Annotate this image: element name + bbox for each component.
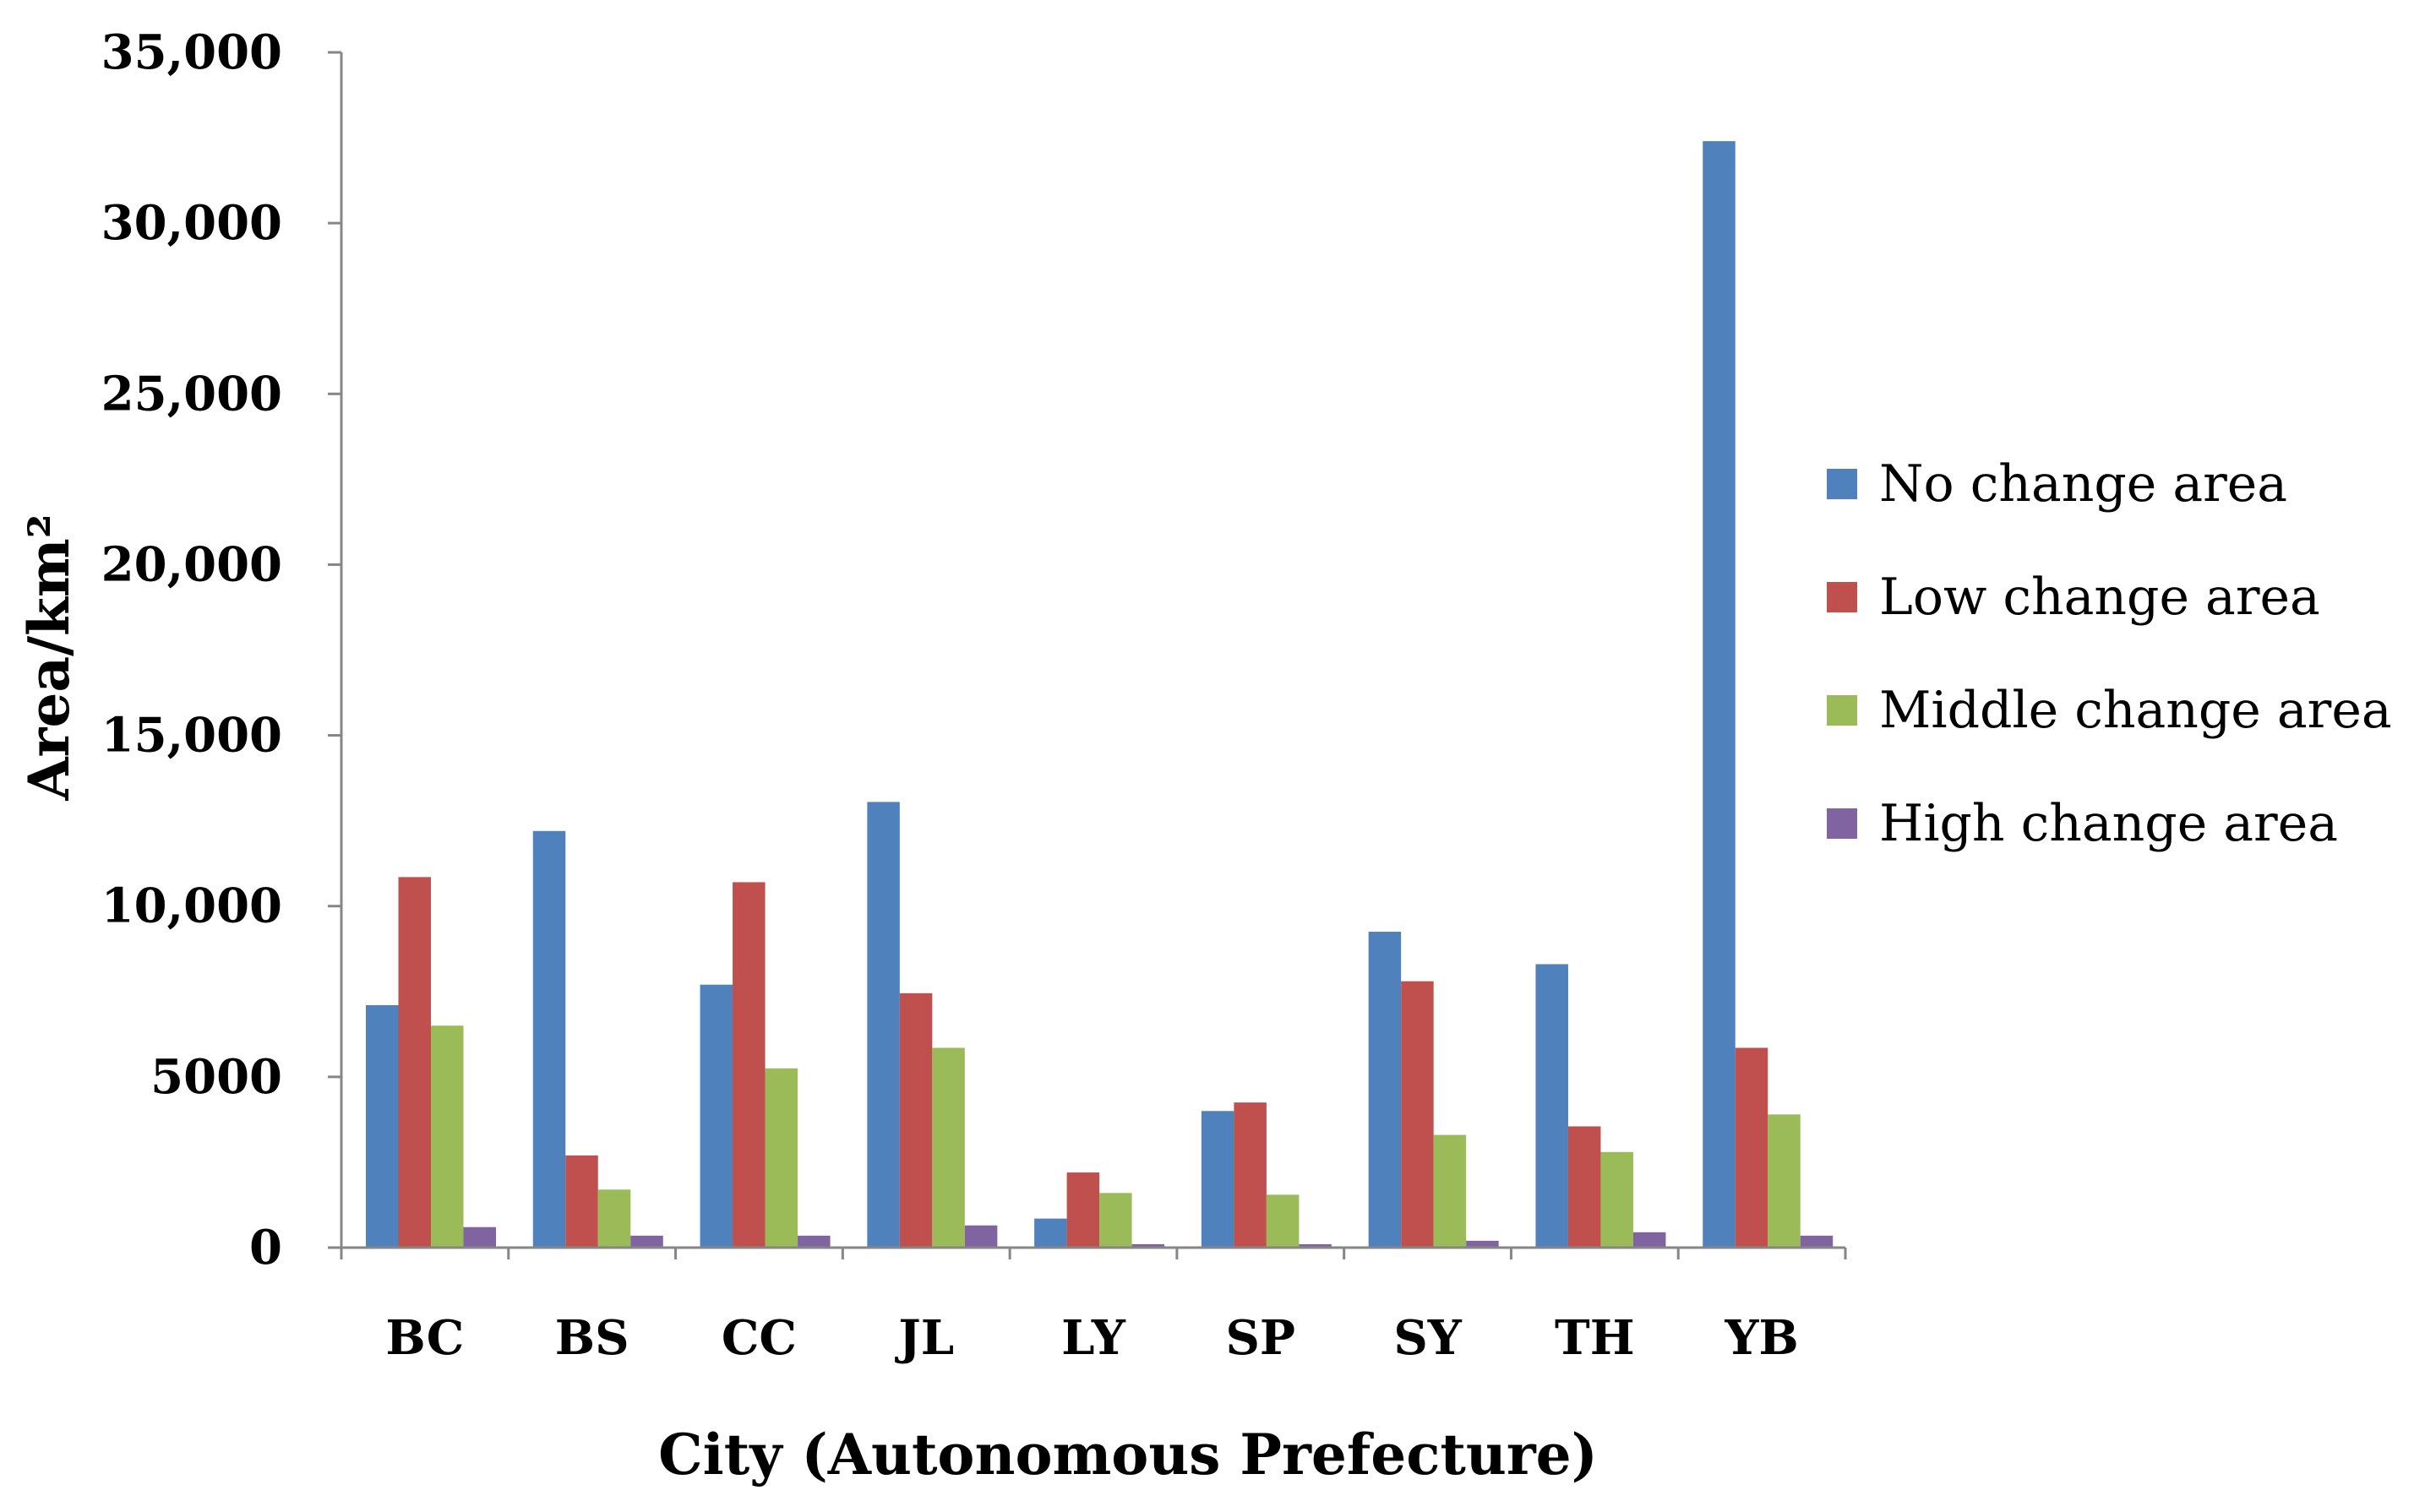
- x-axis-title: City (Autonomous Prefecture): [658, 1422, 1598, 1488]
- legend-swatch: [1827, 808, 1857, 839]
- bar: [932, 1047, 965, 1248]
- x-tick-label: TH: [1555, 1310, 1635, 1366]
- bar: [1433, 1134, 1467, 1248]
- bar: [1034, 1218, 1067, 1248]
- bar: [597, 1189, 631, 1248]
- bar: [1401, 981, 1434, 1248]
- legend-label: Low change area: [1879, 568, 2320, 627]
- y-tick-label: 5000: [150, 1049, 282, 1105]
- x-tick-label: SP: [1225, 1310, 1295, 1366]
- bar: [798, 1235, 831, 1248]
- bar: [1066, 1172, 1100, 1248]
- y-tick-label: 35,000: [101, 24, 282, 80]
- y-tick-label: 20,000: [101, 536, 282, 592]
- bar: [1299, 1243, 1332, 1248]
- bar: [565, 1155, 598, 1248]
- legend-swatch: [1827, 695, 1857, 726]
- bar: [899, 993, 933, 1248]
- bar: [867, 802, 900, 1248]
- bar: [532, 830, 566, 1248]
- bar: [733, 882, 766, 1248]
- bar: [1535, 964, 1568, 1248]
- bar: [964, 1225, 998, 1248]
- bar: [463, 1226, 496, 1248]
- bar: [1201, 1111, 1234, 1248]
- y-tick-label: 25,000: [101, 366, 282, 422]
- x-tick-label: JL: [894, 1310, 954, 1366]
- bar: [1567, 1126, 1601, 1248]
- x-tick-label: YB: [1724, 1310, 1798, 1366]
- y-tick-label: 15,000: [101, 708, 282, 764]
- x-tick-label: LY: [1061, 1310, 1126, 1366]
- legend-label: High change area: [1879, 794, 2338, 853]
- bar: [1368, 932, 1402, 1248]
- bar: [1703, 141, 1736, 1248]
- bar: [630, 1235, 663, 1248]
- x-tick-label: SY: [1393, 1310, 1462, 1366]
- x-tick-label: BS: [555, 1310, 629, 1366]
- x-axis-ticks: BC BS CC JL LY SP SY TH YB: [340, 1248, 1847, 1366]
- bar: [1131, 1243, 1165, 1248]
- x-tick-label: BC: [385, 1310, 464, 1366]
- bar: [1600, 1151, 1633, 1248]
- bar: [431, 1025, 464, 1248]
- legend-label: Middle change area: [1879, 681, 2392, 740]
- bar: [1466, 1240, 1499, 1248]
- y-axis-title: Area/km²: [16, 514, 82, 801]
- legend: No change area Low change area Middle chan…: [1827, 454, 2392, 853]
- x-tick-label: CC: [722, 1310, 797, 1366]
- bar: [1099, 1193, 1132, 1248]
- legend-swatch: [1827, 582, 1857, 612]
- bar: [1768, 1114, 1801, 1248]
- legend-swatch: [1827, 469, 1857, 499]
- bar: [398, 877, 431, 1248]
- y-tick-label: 0: [249, 1220, 282, 1275]
- bar: [366, 1004, 399, 1248]
- bar: [700, 984, 733, 1248]
- bar: [1735, 1047, 1768, 1248]
- bar: [1632, 1232, 1666, 1248]
- bar: [1234, 1102, 1267, 1248]
- y-axis-ticks: 0 5000 10,000 15,000 20,000 25,000 30,000 35,00…: [101, 24, 341, 1275]
- bars-group: [366, 141, 1834, 1248]
- bar: [765, 1068, 798, 1248]
- bar: [1800, 1235, 1834, 1248]
- bar: [1266, 1194, 1300, 1248]
- y-tick-label: 30,000: [101, 195, 282, 251]
- y-tick-label: 10,000: [101, 878, 282, 934]
- legend-label: No change area: [1879, 454, 2287, 514]
